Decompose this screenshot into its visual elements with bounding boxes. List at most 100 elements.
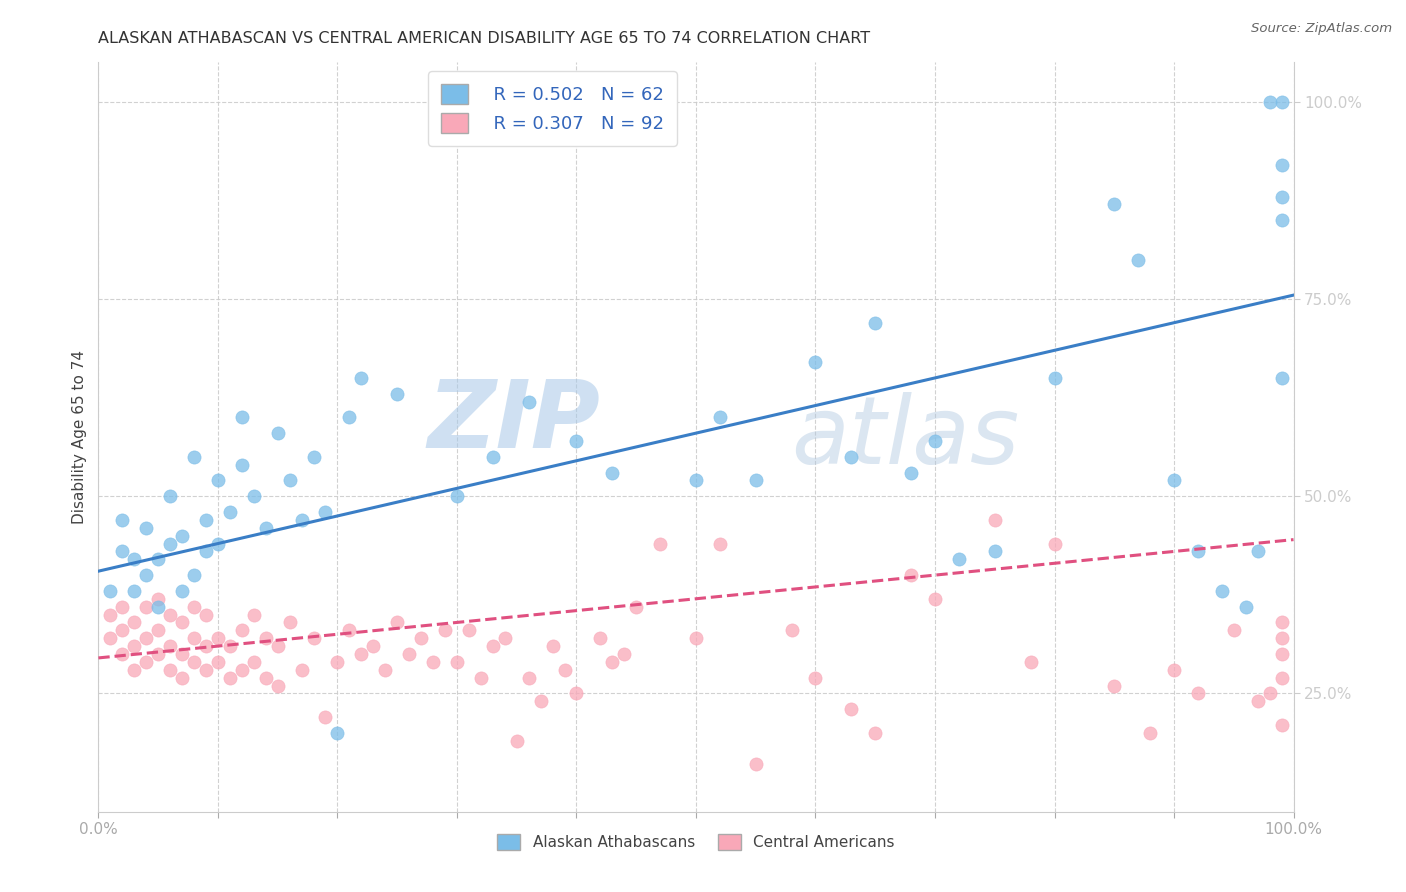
- Point: [135, 631, 157, 645]
- Point: [254, 521, 277, 535]
- Point: [326, 726, 349, 740]
- Point: [350, 647, 373, 661]
- Point: [589, 631, 612, 645]
- Point: [159, 607, 181, 622]
- Point: [111, 513, 134, 527]
- Point: [745, 474, 768, 488]
- Text: atlas: atlas: [792, 392, 1019, 483]
- Point: [159, 536, 181, 550]
- Point: [148, 591, 170, 606]
- Point: [626, 599, 648, 614]
- Point: [111, 624, 134, 638]
- Point: [900, 568, 922, 582]
- Point: [1271, 95, 1294, 109]
- Point: [506, 733, 529, 747]
- Point: [135, 521, 157, 535]
- Point: [613, 647, 636, 661]
- Point: [1104, 197, 1126, 211]
- Point: [98, 607, 122, 622]
- Point: [207, 631, 229, 645]
- Point: [1163, 663, 1185, 677]
- Point: [207, 655, 229, 669]
- Point: [315, 710, 337, 724]
- Point: [219, 505, 242, 519]
- Point: [385, 386, 409, 401]
- Point: [231, 410, 253, 425]
- Point: [1271, 615, 1294, 630]
- Point: [1271, 213, 1294, 227]
- Point: [183, 450, 205, 464]
- Text: ALASKAN ATHABASCAN VS CENTRAL AMERICAN DISABILITY AGE 65 TO 74 CORRELATION CHART: ALASKAN ATHABASCAN VS CENTRAL AMERICAN D…: [98, 31, 870, 46]
- Point: [494, 631, 516, 645]
- Point: [602, 466, 624, 480]
- Point: [470, 671, 492, 685]
- Point: [148, 624, 170, 638]
- Point: [339, 410, 361, 425]
- Point: [207, 474, 229, 488]
- Point: [481, 639, 505, 653]
- Point: [254, 631, 277, 645]
- Point: [302, 631, 325, 645]
- Point: [231, 458, 253, 472]
- Point: [98, 631, 122, 645]
- Point: [648, 536, 672, 550]
- Point: [183, 599, 205, 614]
- Point: [1258, 95, 1281, 109]
- Point: [1139, 726, 1161, 740]
- Point: [1234, 599, 1257, 614]
- Point: [183, 568, 205, 582]
- Point: [709, 536, 731, 550]
- Point: [124, 615, 146, 630]
- Point: [1223, 624, 1246, 638]
- Point: [780, 624, 803, 638]
- Point: [434, 624, 457, 638]
- Point: [195, 513, 218, 527]
- Point: [231, 624, 253, 638]
- Point: [111, 647, 134, 661]
- Point: [398, 647, 420, 661]
- Point: [900, 466, 922, 480]
- Point: [172, 529, 194, 543]
- Point: [1271, 718, 1294, 732]
- Point: [135, 655, 157, 669]
- Point: [124, 583, 146, 598]
- Point: [565, 434, 588, 448]
- Point: [243, 655, 266, 669]
- Point: [1187, 544, 1209, 558]
- Point: [709, 410, 731, 425]
- Point: [1258, 686, 1281, 700]
- Point: [1271, 189, 1294, 203]
- Point: [291, 513, 314, 527]
- Point: [1271, 671, 1294, 685]
- Point: [530, 694, 553, 708]
- Point: [302, 450, 325, 464]
- Point: [98, 583, 122, 598]
- Point: [124, 552, 146, 566]
- Point: [1163, 474, 1185, 488]
- Point: [111, 599, 134, 614]
- Point: [267, 426, 290, 441]
- Point: [1247, 544, 1270, 558]
- Point: [207, 536, 229, 550]
- Point: [231, 663, 253, 677]
- Point: [148, 552, 170, 566]
- Point: [254, 671, 277, 685]
- Point: [458, 624, 481, 638]
- Point: [745, 757, 768, 772]
- Point: [172, 647, 194, 661]
- Point: [148, 599, 170, 614]
- Point: [243, 607, 266, 622]
- Point: [267, 679, 290, 693]
- Point: [446, 655, 468, 669]
- Point: [111, 544, 134, 558]
- Point: [685, 631, 707, 645]
- Point: [1128, 252, 1150, 267]
- Point: [841, 450, 863, 464]
- Point: [172, 615, 194, 630]
- Text: Source: ZipAtlas.com: Source: ZipAtlas.com: [1251, 22, 1392, 36]
- Point: [1019, 655, 1042, 669]
- Point: [1247, 694, 1270, 708]
- Point: [195, 607, 218, 622]
- Point: [124, 663, 146, 677]
- Legend: Alaskan Athabascans, Central Americans: Alaskan Athabascans, Central Americans: [491, 828, 901, 856]
